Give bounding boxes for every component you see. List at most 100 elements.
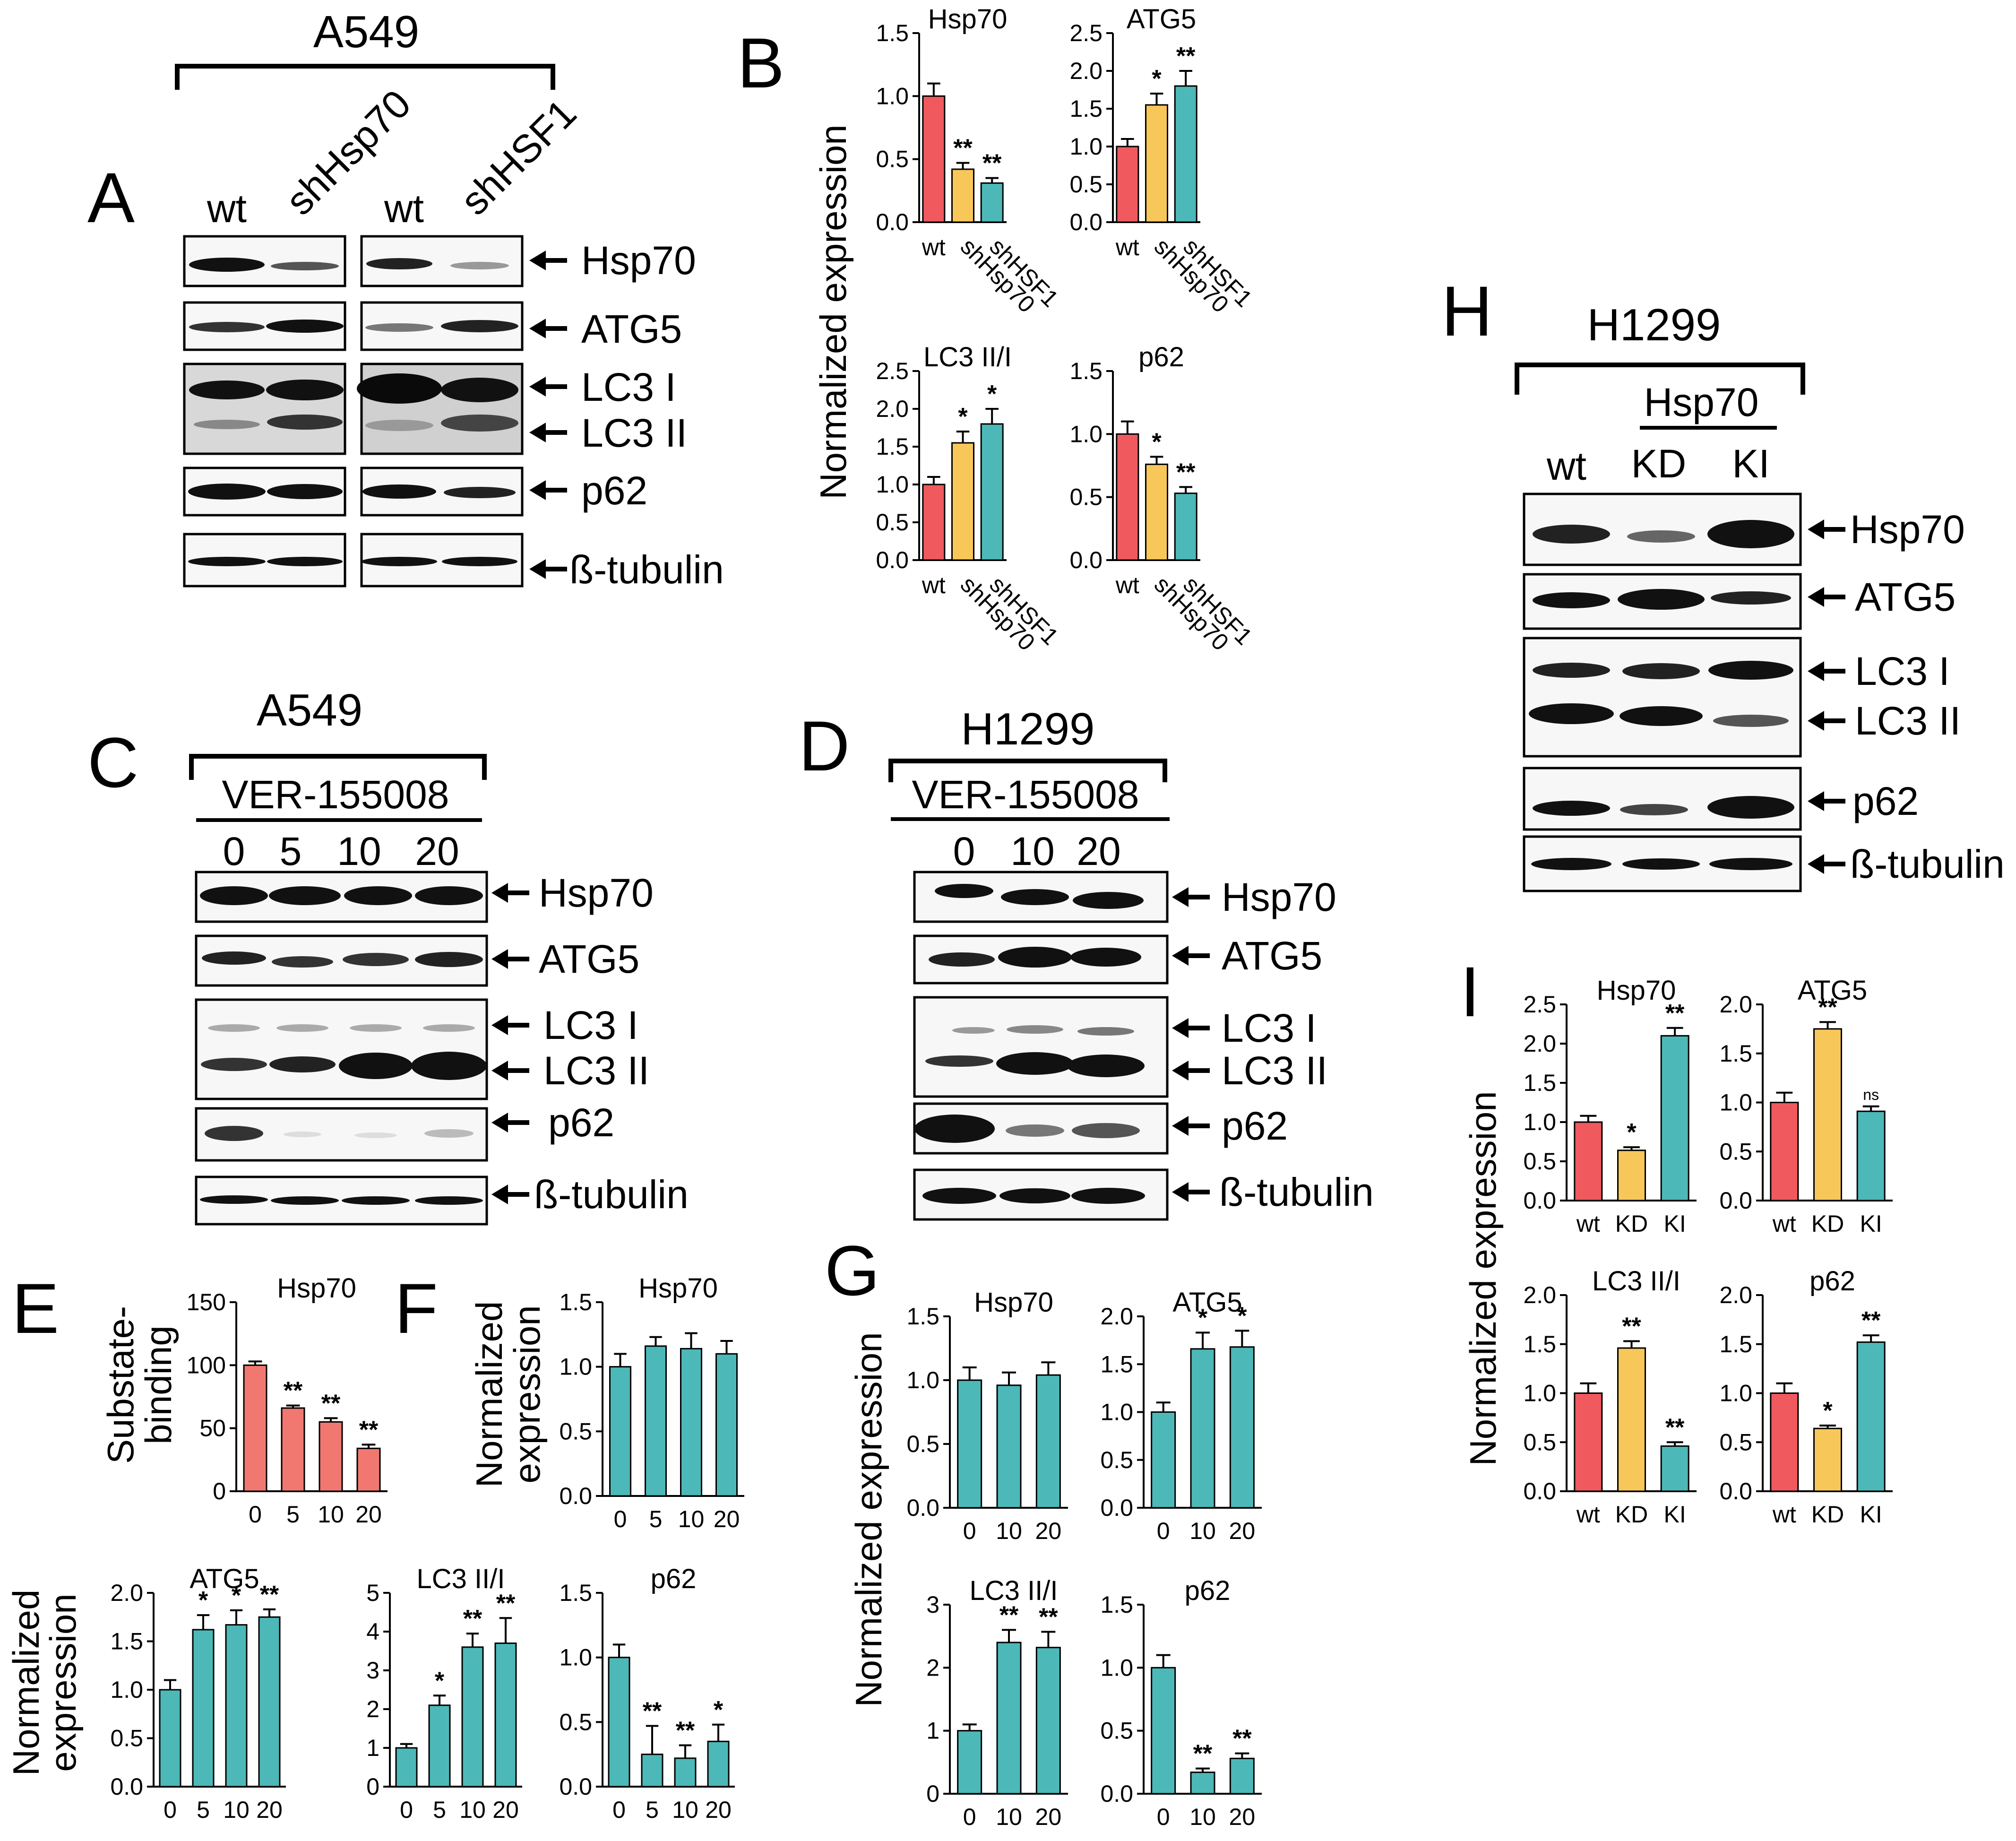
y-tick-label: 1.5 bbox=[1100, 1591, 1133, 1618]
y-tick-label: 1.5 bbox=[876, 20, 909, 46]
significance-label: ** bbox=[463, 1605, 482, 1633]
arrow-left-icon bbox=[529, 319, 567, 338]
significance-label: ** bbox=[1622, 1313, 1641, 1340]
x-tick-label: 0 bbox=[963, 1804, 976, 1830]
band-label: LC3 II bbox=[1222, 1048, 1327, 1093]
y-tick-label: 0.0 bbox=[110, 1773, 143, 1800]
band bbox=[271, 262, 339, 270]
panel-letter-c: C bbox=[87, 723, 138, 802]
bracket bbox=[888, 759, 1167, 782]
panel-letter-h: H bbox=[1441, 271, 1492, 351]
arrow-left-icon bbox=[1172, 887, 1210, 907]
bar bbox=[1574, 1121, 1603, 1201]
y-tick-label: 1.5 bbox=[1069, 95, 1103, 122]
bar bbox=[1174, 85, 1198, 223]
bar bbox=[608, 1657, 630, 1788]
y-tick-label: 1.5 bbox=[1100, 1351, 1133, 1377]
group-label: Hsp70 bbox=[1644, 380, 1759, 424]
x-tick-label: KD bbox=[1615, 1210, 1648, 1237]
y-tick-label: 1.5 bbox=[559, 1289, 592, 1315]
x-tick-label: 20 bbox=[1229, 1804, 1256, 1830]
y-tick-label: 1.0 bbox=[1069, 133, 1103, 160]
chart-title: LC3 II/I bbox=[417, 1564, 505, 1594]
cell-line-label: H1299 bbox=[961, 704, 1095, 754]
bar bbox=[1229, 1757, 1255, 1795]
significance-label: ** bbox=[1818, 994, 1837, 1021]
arrow-left-icon bbox=[529, 480, 567, 500]
y-tick-label: 0.5 bbox=[1069, 484, 1103, 510]
band bbox=[194, 420, 260, 429]
panel-letter-i: I bbox=[1460, 952, 1480, 1031]
bar bbox=[1770, 1392, 1799, 1492]
band-label: LC3 I bbox=[581, 365, 676, 409]
band bbox=[267, 557, 343, 566]
bracket bbox=[1515, 363, 1805, 395]
significance-label: ** bbox=[982, 150, 1002, 177]
bar bbox=[957, 1730, 982, 1795]
significance-label: ** bbox=[643, 1698, 662, 1725]
band bbox=[189, 322, 265, 332]
chart-title: LC3 II/I bbox=[923, 342, 1012, 372]
y-tick-label: 1.0 bbox=[559, 1354, 592, 1380]
significance-label: * bbox=[198, 1587, 208, 1614]
y-tick-label: 1.5 bbox=[1719, 1040, 1752, 1067]
significance-label: * bbox=[1627, 1119, 1637, 1146]
y-tick-label: 1.0 bbox=[876, 471, 909, 498]
arrow-left-icon bbox=[529, 377, 567, 397]
bar bbox=[715, 1353, 738, 1497]
bar bbox=[159, 1689, 181, 1788]
y-tick-label: 0.5 bbox=[1069, 171, 1103, 198]
x-tick-label: wt bbox=[1576, 1210, 1600, 1237]
lane-label: shHSF1 bbox=[452, 91, 585, 224]
y-tick-label: 0.5 bbox=[1719, 1429, 1752, 1455]
bar bbox=[1174, 493, 1198, 561]
band-label: ATG5 bbox=[1855, 575, 1956, 619]
y-tick-label: 1.5 bbox=[906, 1303, 939, 1330]
y-tick-label: 1.5 bbox=[876, 433, 909, 460]
arrow-left-icon bbox=[1172, 1018, 1210, 1038]
y-tick-label: 1.0 bbox=[559, 1644, 592, 1671]
y-tick-label: 2.0 bbox=[1523, 1030, 1556, 1057]
bar bbox=[1151, 1667, 1176, 1795]
y-tick-label: 2.0 bbox=[1719, 1282, 1752, 1308]
chart-title: Hsp70 bbox=[638, 1273, 718, 1304]
bar bbox=[319, 1421, 343, 1492]
arrow-left-icon bbox=[1172, 1182, 1210, 1202]
bar bbox=[281, 1407, 305, 1492]
significance-label: * bbox=[1823, 1397, 1833, 1425]
band bbox=[266, 320, 344, 333]
y-tick-label: 0 bbox=[213, 1478, 226, 1504]
bar bbox=[428, 1704, 451, 1788]
bar bbox=[1574, 1392, 1603, 1492]
y-tick-label: 2.0 bbox=[1069, 58, 1103, 84]
cell-line-label: H1299 bbox=[1587, 300, 1721, 350]
x-tick-label: wt bbox=[1115, 234, 1139, 260]
x-tick-label: 0 bbox=[1157, 1518, 1170, 1544]
blot-panel-a: A549 wt shHsp70 wt shHSF1 bbox=[175, 7, 724, 592]
bar bbox=[609, 1366, 631, 1497]
band-label: Hsp70 bbox=[581, 238, 696, 283]
x-tick-label: KI bbox=[1664, 1210, 1686, 1237]
x-tick-label: wt bbox=[922, 234, 946, 260]
band-label: LC3 II bbox=[543, 1048, 649, 1093]
band-label: ATG5 bbox=[539, 937, 639, 981]
band-label: ß-tubulin bbox=[569, 547, 724, 592]
arrow-left-icon bbox=[1172, 946, 1210, 966]
bar bbox=[1617, 1150, 1646, 1201]
x-tick-label: KD bbox=[1811, 1210, 1844, 1237]
bar bbox=[1660, 1445, 1689, 1492]
x-tick-label: 10 bbox=[1189, 1804, 1216, 1830]
chart-title: p62 bbox=[651, 1564, 697, 1594]
band-label: ATG5 bbox=[581, 307, 682, 351]
significance-label: * bbox=[232, 1582, 241, 1609]
y-tick-label: 1.0 bbox=[1719, 1089, 1752, 1116]
significance-label: ** bbox=[1665, 1000, 1685, 1027]
y-tick-label: 0.5 bbox=[559, 1709, 592, 1735]
chart-title: p62 bbox=[1809, 1266, 1855, 1296]
bar bbox=[1770, 1102, 1799, 1201]
x-tick-label: 0 bbox=[1157, 1804, 1170, 1830]
arrow-left-icon bbox=[1172, 1061, 1210, 1080]
band bbox=[442, 557, 517, 566]
y-tick-label: 0.0 bbox=[876, 547, 909, 573]
